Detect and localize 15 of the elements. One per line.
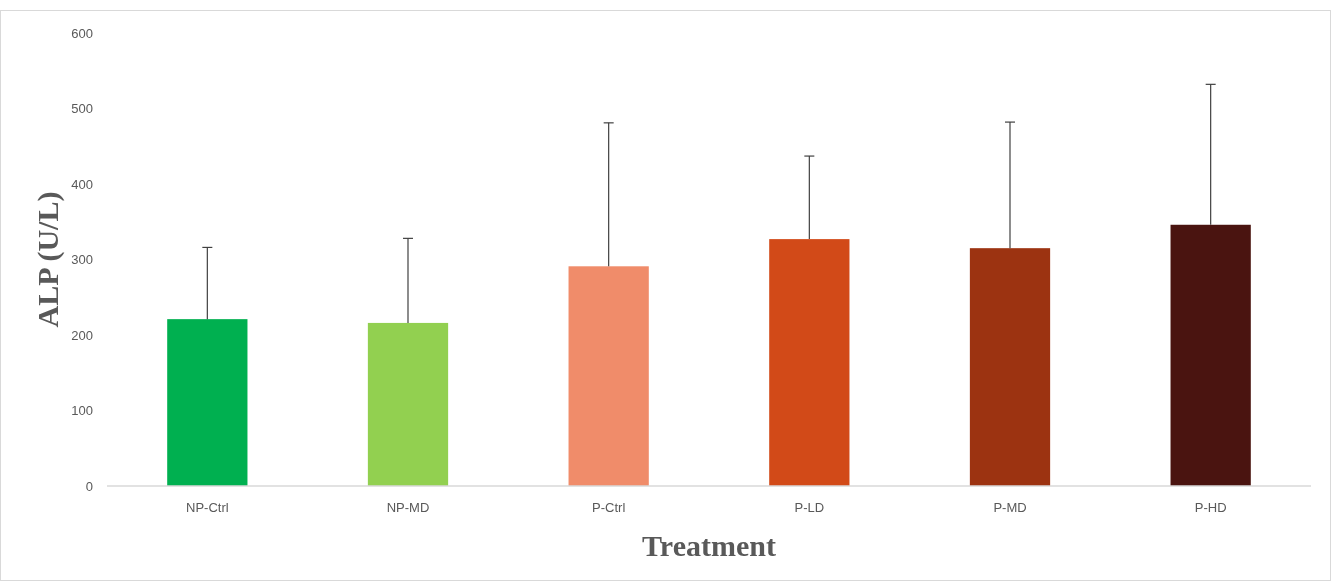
y-tick-label: 300 [71, 252, 93, 268]
y-tick-label: 500 [71, 101, 93, 117]
x-tick-label: P-Ctrl [592, 500, 626, 515]
y-axis-title: ALP (U/L) [31, 191, 65, 328]
y-tick-label: 100 [71, 403, 93, 419]
x-tick-label: P-MD [993, 500, 1027, 515]
y-tick-label: 600 [71, 25, 93, 41]
y-tick-label: 0 [85, 478, 93, 494]
y-tick-label: 200 [71, 327, 93, 343]
x-axis-title: Treatment [642, 529, 776, 562]
y-tick-label: 400 [71, 176, 93, 192]
x-tick-label: P-HD [1194, 500, 1227, 515]
x-tick-label: NP-MD [386, 500, 430, 515]
x-tick-label: P-LD [794, 500, 825, 515]
x-tick-label: NP-Ctrl [186, 500, 229, 515]
